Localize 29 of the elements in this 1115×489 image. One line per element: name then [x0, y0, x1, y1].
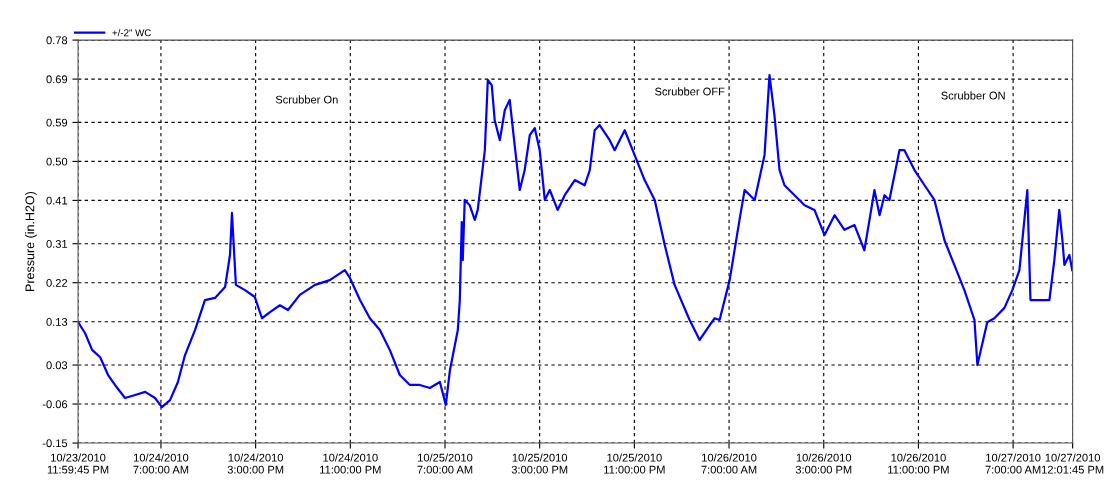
y-tick-label: 0.41	[46, 196, 68, 205]
y-tick-label: 0.69	[46, 75, 68, 84]
x-tick-label: 10/25/2010 7:00:00 AM	[417, 453, 473, 474]
x-tick-label: 10/27/2010 7:00:00 AM	[985, 453, 1041, 474]
y-tick-label: 0.22	[46, 278, 68, 287]
legend-label: +/-2" WC	[112, 29, 151, 37]
y-tick-label: 0.78	[46, 36, 68, 45]
y-tick-label: 0.13	[46, 317, 68, 326]
y-axis-title: Pressure (in.H2O)	[25, 191, 37, 291]
annotation: Scrubber OFF	[655, 87, 725, 96]
y-tick-label: 0.03	[46, 361, 68, 370]
y-tick-label: 0.59	[46, 118, 68, 127]
x-tick-label: 10/26/2010 11:00:00 PM	[888, 453, 949, 474]
y-tick-label: -0.06	[42, 400, 68, 409]
y-tick-label: 0.50	[46, 157, 68, 166]
x-tick-label: 10/26/2010 3:00:00 PM	[795, 453, 852, 474]
annotation: Scrubber On	[275, 95, 338, 104]
y-tick-label: 0.31	[46, 240, 68, 248]
x-tick-label: 10/24/2010 11:00:00 PM	[320, 453, 381, 474]
x-tick-label: 10/24/2010 7:00:00 AM	[133, 453, 189, 474]
line-series	[78, 74, 1073, 409]
x-tick-label: 10/25/2010 3:00:00 PM	[511, 453, 568, 474]
annotation: Scrubber ON	[941, 91, 1005, 100]
x-tick-label: 10/25/2010 11:00:00 PM	[604, 453, 665, 474]
x-tick-label: 10/27/2010 12:01:45 PM	[1041, 453, 1104, 474]
x-tick-label: 10/26/2010 7:00:00 AM	[701, 453, 757, 474]
y-tick-label: -0.15	[42, 439, 68, 448]
x-tick-label: 10/24/2010 3:00:00 PM	[227, 453, 284, 474]
x-tick-label: 10/23/2010 11:59:45 PM	[47, 453, 109, 474]
